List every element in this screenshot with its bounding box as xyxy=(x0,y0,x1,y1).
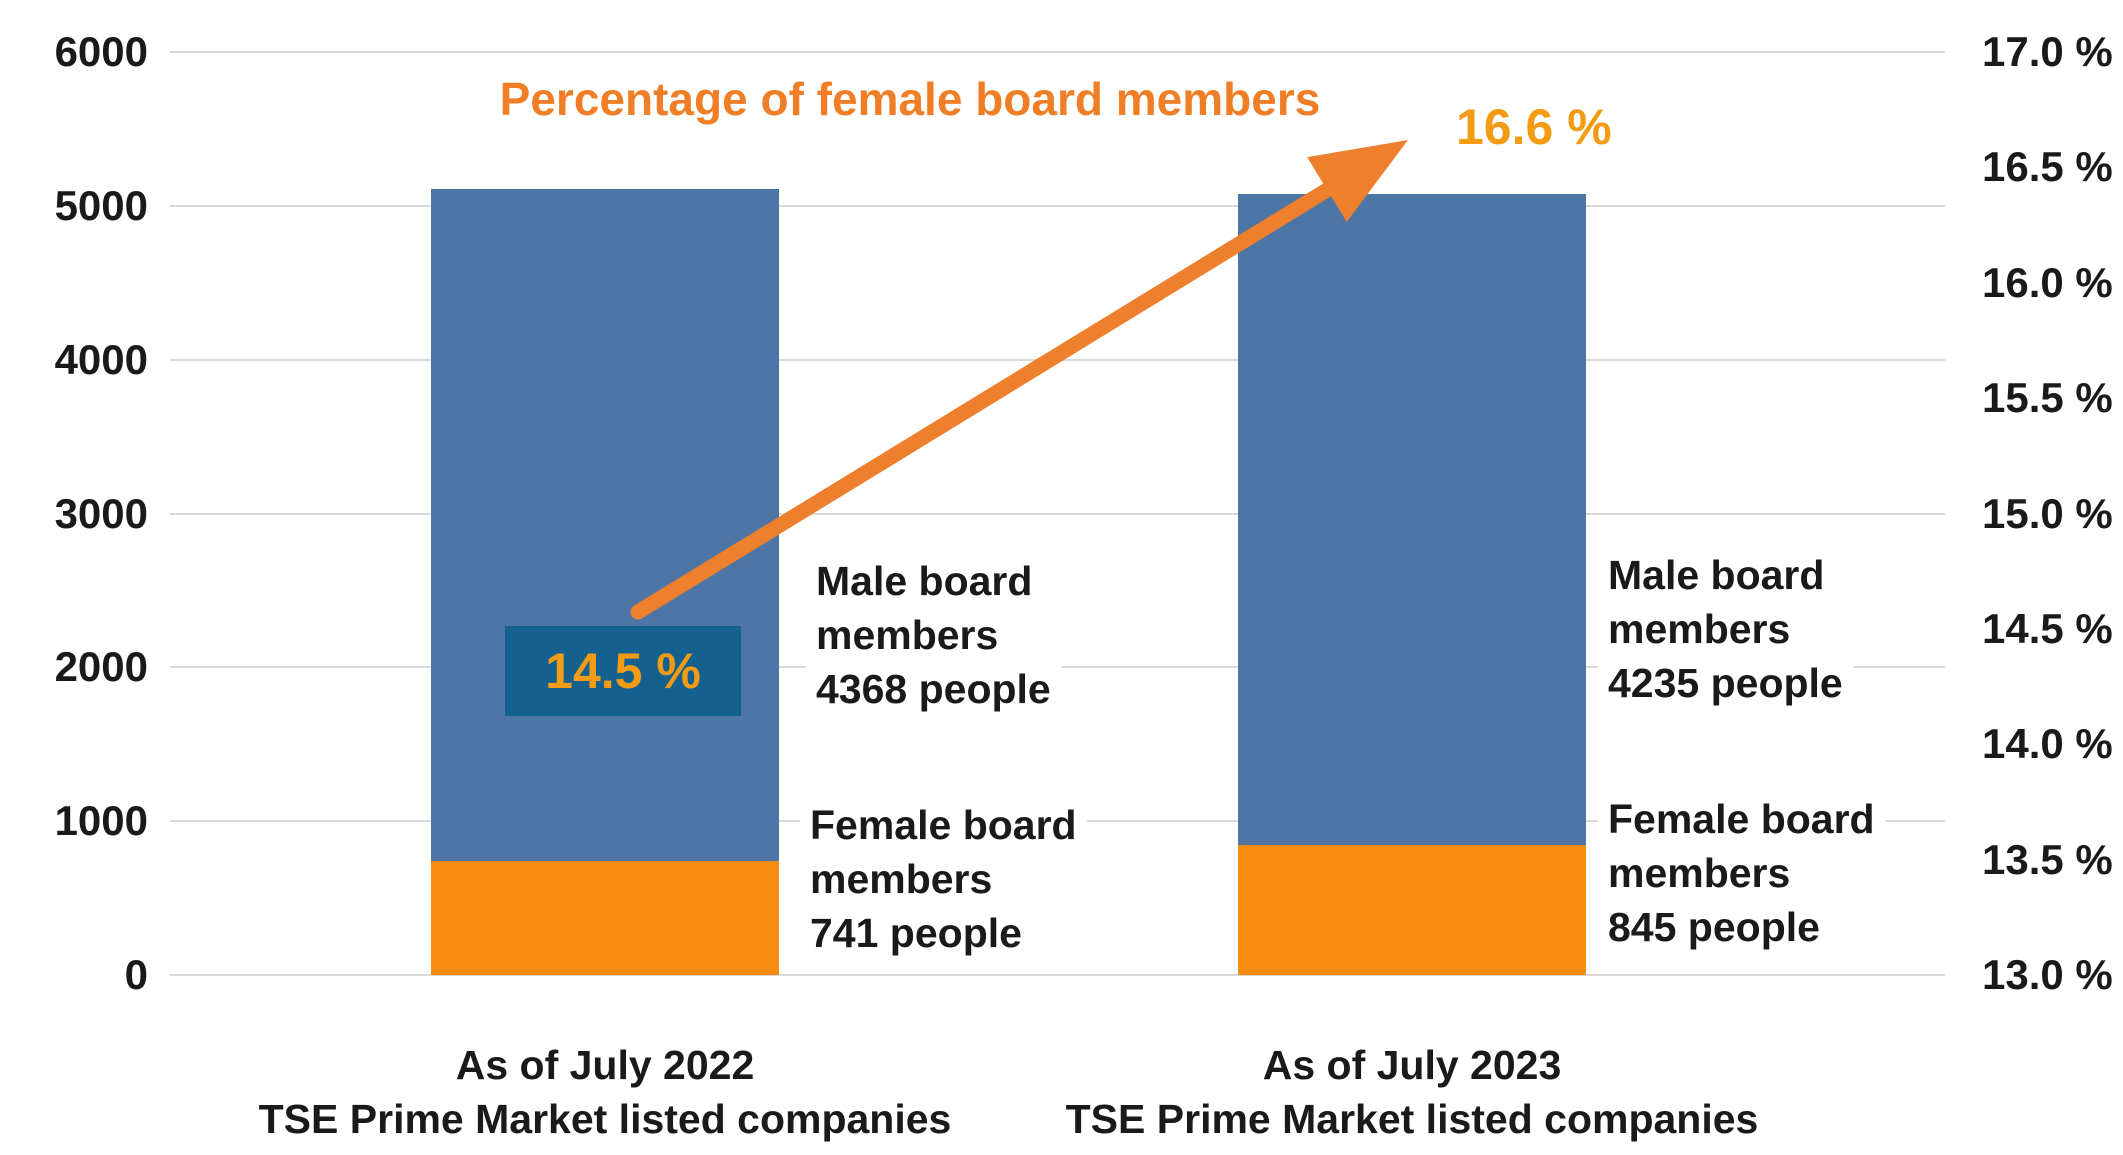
percent-2023-value: 16.6 % xyxy=(1448,98,1620,156)
male-2023-label: Male board members 4235 people xyxy=(1598,546,1853,713)
right-axis-tick: 15.0 % xyxy=(1982,489,2113,537)
left-axis-tick: 5000 xyxy=(54,181,148,229)
right-axis-tick: 16.0 % xyxy=(1982,258,2113,306)
percent-2022-badge: 14.5 % xyxy=(505,626,741,716)
left-axis-tick: 2000 xyxy=(54,643,148,691)
right-axis-tick: 16.5 % xyxy=(1982,143,2113,191)
gridline xyxy=(170,51,1945,53)
left-axis-tick: 4000 xyxy=(54,335,148,383)
right-axis-tick: 14.0 % xyxy=(1982,720,2113,768)
bar-female-2023 xyxy=(1238,845,1586,975)
percent-2022-value: 14.5 % xyxy=(545,643,701,699)
right-axis-tick: 17.0 % xyxy=(1982,28,2113,75)
category-label-2022: As of July 2022 TSE Prime Market listed … xyxy=(258,1042,952,1143)
right-axis-tick: 14.5 % xyxy=(1982,604,2113,652)
bar-female-2022 xyxy=(431,861,779,975)
gridline xyxy=(170,974,1945,976)
bar-male-2022 xyxy=(431,189,779,861)
category-label-2023: As of July 2023 TSE Prime Market listed … xyxy=(1065,1042,1759,1143)
female-2023-label: Female board members 845 people xyxy=(1598,790,1885,957)
right-axis-tick: 13.0 % xyxy=(1982,951,2113,998)
male-2022-label: Male board members 4368 people xyxy=(806,552,1061,719)
right-axis-tick: 13.5 % xyxy=(1982,835,2113,883)
left-axis-tick: 0 xyxy=(124,951,148,998)
left-axis-tick: 1000 xyxy=(54,797,148,845)
right-axis-tick: 15.5 % xyxy=(1982,374,2113,422)
bar-male-2023 xyxy=(1238,193,1586,845)
left-axis-tick: 6000 xyxy=(54,28,148,75)
left-axis-tick: 3000 xyxy=(54,489,148,537)
female-2022-label: Female board members 741 people xyxy=(800,796,1087,963)
chart-title: Percentage of female board members xyxy=(499,73,1321,125)
